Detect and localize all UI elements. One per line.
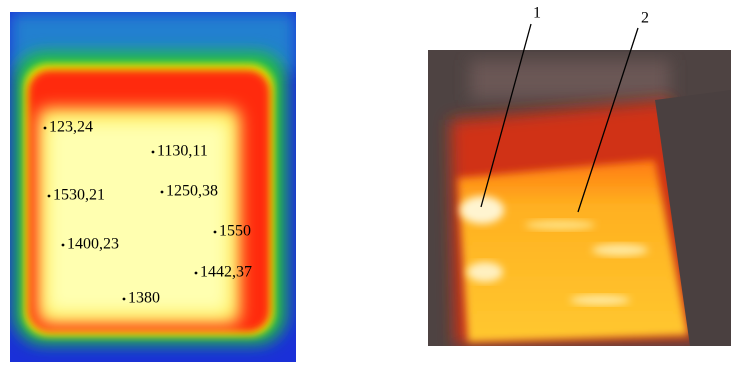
temperature-label: 1550 [219,223,251,240]
temperature-label: 1130,11 [157,143,208,160]
temperature-label: 1442,37 [200,264,252,281]
temperature-label: 1400,23 [67,236,119,253]
temperature-label: 1250,38 [166,183,218,200]
temperature-label: 123,24 [49,119,93,136]
callout-label: 1 [533,5,541,22]
callout-label: 2 [641,10,649,27]
furnace-photo [428,50,731,346]
temperature-label: 1380 [128,290,160,307]
thermal-image: 123,24 1130,11 1530,21 1250,38 1550 1400… [10,12,296,362]
temperature-label: 1530,21 [53,187,105,204]
figure: 123,24 1130,11 1530,21 1250,38 1550 1400… [0,0,731,365]
